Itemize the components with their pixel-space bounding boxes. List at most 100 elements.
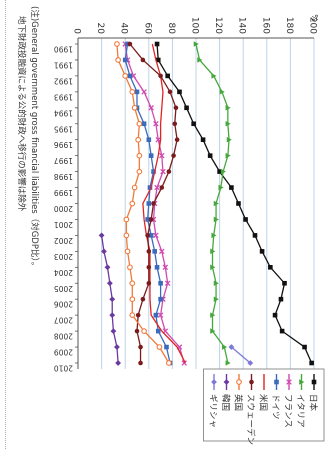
data-point (155, 57, 161, 63)
data-point (172, 121, 178, 127)
data-point (164, 280, 171, 287)
y-tick-label: 180 (284, 17, 294, 34)
data-point (109, 312, 116, 319)
data-point (210, 264, 216, 271)
legend-item: 韓国 (220, 374, 231, 411)
data-point (309, 360, 314, 366)
x-tick-label: 2001 (54, 220, 73, 229)
legend-label: イタリア (295, 394, 305, 428)
series-イタリア (193, 41, 232, 366)
legend-item: イタリア (295, 374, 305, 428)
data-point (106, 280, 113, 287)
y-axis-label: % (310, 14, 319, 22)
x-tick-label: 2005 (54, 284, 73, 293)
data-point (166, 360, 172, 366)
series-米国 (142, 43, 186, 364)
data-point (154, 265, 160, 270)
chart-rotated-frame: 0 20 40 60 80 100 120 140 160 180 200% 1990 1991 1992… (12, 4, 328, 445)
data-point (136, 168, 143, 175)
data-point (158, 296, 163, 302)
data-point (134, 89, 140, 95)
y-tick-label: 160 (260, 17, 270, 34)
x-tick-label: 2003 (54, 252, 73, 261)
data-point (140, 296, 146, 302)
data-point (210, 248, 216, 255)
series-line (142, 43, 186, 364)
x-tick-label: 2009 (54, 348, 73, 357)
data-point (122, 73, 129, 79)
series-英国 (114, 41, 172, 366)
data-point (229, 185, 234, 190)
data-point (279, 328, 285, 334)
x-tick-label: 1999 (54, 188, 73, 197)
series-日本 (154, 41, 314, 366)
data-point (141, 328, 147, 334)
x-tick-label: 1992 (54, 76, 73, 85)
x-tick-label: 1994 (54, 108, 73, 117)
data-point (141, 121, 147, 127)
data-point (197, 57, 203, 63)
data-point (129, 88, 136, 95)
x-tick-label: 2006 (54, 300, 73, 309)
data-point (272, 312, 278, 318)
data-point (286, 379, 292, 385)
data-point (157, 312, 164, 318)
data-point (299, 379, 305, 385)
data-point (177, 89, 182, 95)
data-point (154, 41, 160, 47)
data-point (213, 296, 219, 302)
data-point (153, 120, 159, 127)
footnote: (注)General government gross financial li… (29, 6, 40, 270)
data-point (146, 137, 152, 142)
legend-label: ドイツ (270, 394, 280, 420)
series-スウェーデン (127, 41, 180, 366)
data-point (158, 73, 163, 79)
data-point (226, 136, 232, 143)
legend-label: 英国 (233, 394, 244, 411)
data-point (220, 168, 226, 175)
data-point (210, 312, 216, 318)
data-point (145, 233, 150, 238)
data-point (114, 41, 120, 47)
series-ドイツ (122, 41, 173, 366)
y-tick-label: 40 (119, 23, 129, 35)
data-point (109, 296, 116, 303)
data-point (135, 312, 141, 318)
x-tick-label: 1996 (54, 140, 73, 149)
data-point (148, 105, 154, 111)
data-point (148, 233, 154, 238)
legend-item: スウェーデン (245, 374, 256, 445)
data-point (259, 249, 265, 254)
data-point (124, 248, 131, 255)
data-point (110, 328, 117, 334)
data-point (155, 328, 161, 334)
x-tick-label: 1998 (54, 172, 73, 181)
data-point (268, 265, 273, 270)
data-point (104, 264, 111, 271)
data-point (131, 104, 138, 111)
y-tick-label: 80 (166, 23, 176, 35)
x-tick-label: 1991 (54, 60, 73, 69)
data-point (127, 73, 133, 79)
data-point (181, 360, 187, 366)
legend-item: 英国 (233, 374, 244, 411)
data-point (114, 344, 120, 350)
data-point (98, 232, 105, 239)
data-point (213, 280, 219, 287)
data-point (173, 105, 179, 111)
data-point (129, 296, 136, 303)
x-tick-label: 2010 (54, 364, 73, 373)
data-point (141, 89, 147, 95)
data-point (219, 89, 225, 95)
y-tick-label: 60 (142, 23, 152, 35)
data-point (236, 201, 241, 206)
data-point (211, 73, 217, 79)
data-point (210, 328, 216, 334)
data-point (184, 105, 189, 111)
data-point (153, 232, 159, 239)
data-point (148, 217, 154, 222)
legend-item: 日本 (308, 374, 319, 412)
data-point (174, 137, 180, 142)
legend-label: スウェーデン (245, 394, 256, 445)
